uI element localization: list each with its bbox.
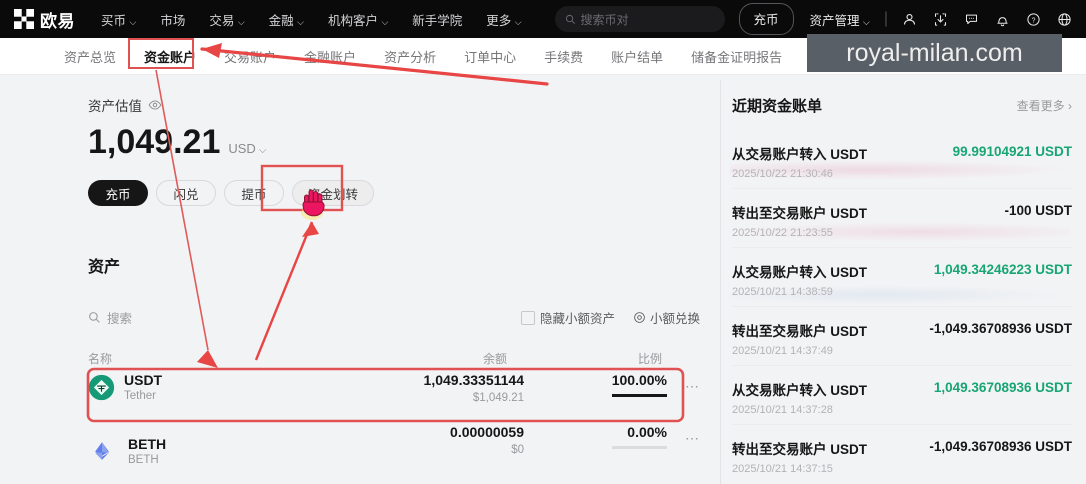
svg-text:?: ? bbox=[1032, 17, 1036, 24]
